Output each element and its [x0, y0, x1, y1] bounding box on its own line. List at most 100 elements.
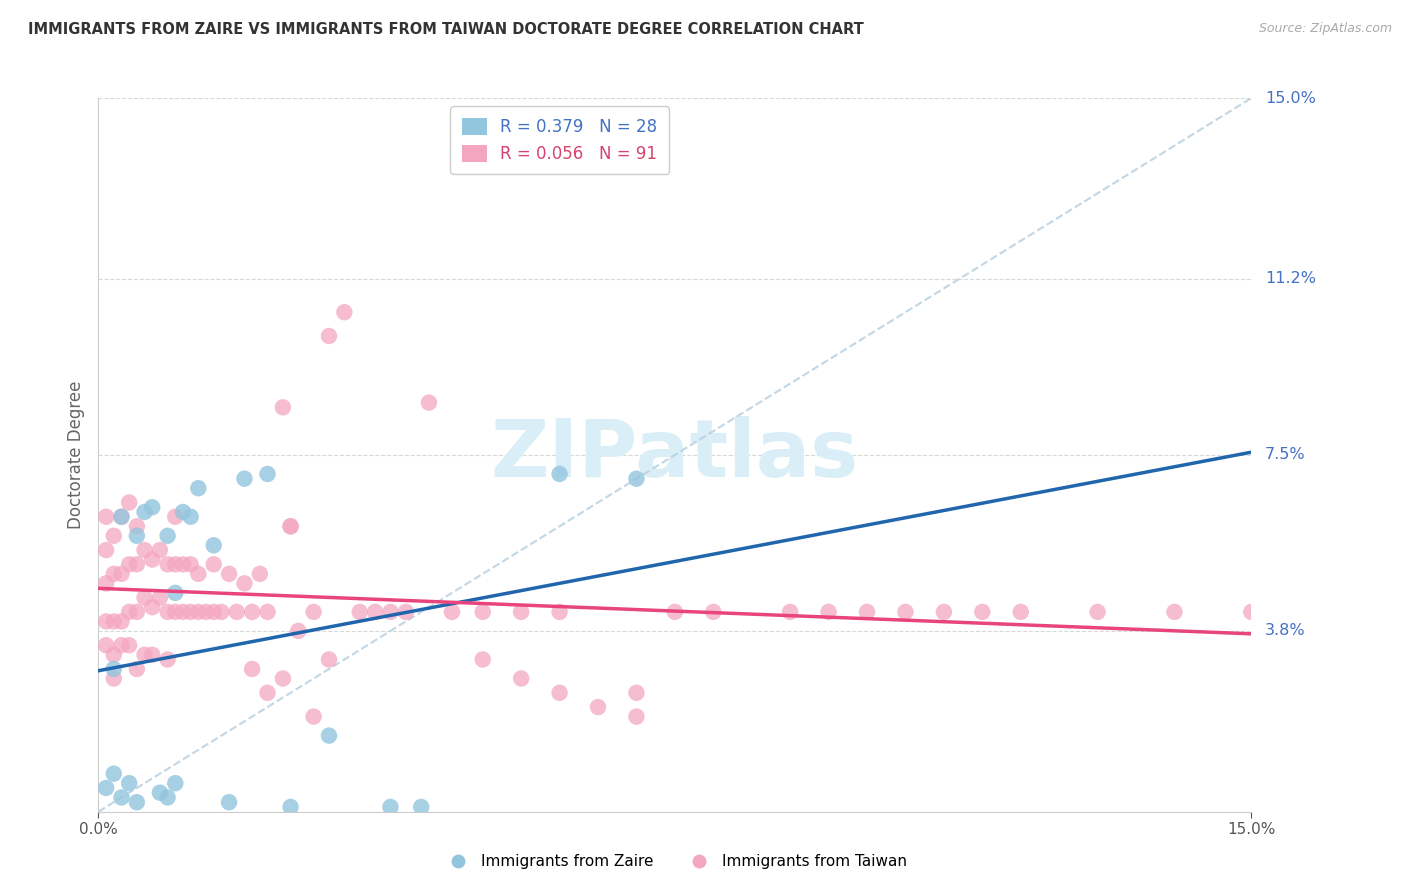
Point [548, 605, 571, 619]
Point [149, 591, 172, 605]
Point [626, 709, 648, 723]
Point [318, 329, 340, 343]
Point [702, 605, 724, 619]
Point [225, 605, 247, 619]
Point [110, 615, 132, 629]
Point [180, 509, 202, 524]
Point [103, 615, 125, 629]
Point [125, 662, 148, 676]
Text: ZIPatlas: ZIPatlas [491, 416, 859, 494]
Point [172, 558, 194, 572]
Point [894, 605, 917, 619]
Point [94, 543, 117, 558]
Point [256, 605, 278, 619]
Point [271, 672, 294, 686]
Point [149, 786, 172, 800]
Point [110, 790, 132, 805]
Point [103, 662, 125, 676]
Point [134, 543, 156, 558]
Point [110, 638, 132, 652]
Point [280, 519, 302, 533]
Point [149, 543, 172, 558]
Point [510, 672, 533, 686]
Point [256, 467, 278, 481]
Point [165, 509, 187, 524]
Point [180, 558, 202, 572]
Point [302, 605, 325, 619]
Point [202, 605, 225, 619]
Point [280, 519, 302, 533]
Point [856, 605, 879, 619]
Y-axis label: Doctorate Degree: Doctorate Degree [66, 381, 84, 529]
Point [156, 605, 179, 619]
Point [280, 800, 302, 814]
Point [256, 686, 278, 700]
Point [94, 509, 117, 524]
Point [586, 700, 609, 714]
Point [510, 605, 533, 619]
Point [118, 605, 141, 619]
Point [156, 558, 179, 572]
Point [626, 686, 648, 700]
Point [141, 648, 163, 662]
Point [548, 467, 571, 481]
Text: 11.2%: 11.2% [1265, 271, 1316, 286]
Point [94, 638, 117, 652]
Point [134, 591, 156, 605]
Point [395, 605, 418, 619]
Point [165, 605, 187, 619]
Point [94, 615, 117, 629]
Point [125, 519, 148, 533]
Point [817, 605, 839, 619]
Point [156, 529, 179, 543]
Point [172, 605, 194, 619]
Point [141, 500, 163, 515]
Point [165, 586, 187, 600]
Point [125, 795, 148, 809]
Point [125, 529, 148, 543]
Point [779, 605, 801, 619]
Point [271, 401, 294, 415]
Point [471, 652, 494, 666]
Point [249, 566, 271, 581]
Point [349, 605, 371, 619]
Text: IMMIGRANTS FROM ZAIRE VS IMMIGRANTS FROM TAIWAN DOCTORATE DEGREE CORRELATION CHA: IMMIGRANTS FROM ZAIRE VS IMMIGRANTS FROM… [28, 22, 863, 37]
Point [134, 505, 156, 519]
Point [1087, 605, 1109, 619]
Text: 7.5%: 7.5% [1265, 448, 1306, 462]
Point [318, 652, 340, 666]
Point [118, 558, 141, 572]
Point [932, 605, 955, 619]
Point [287, 624, 309, 638]
Text: 15.0%: 15.0% [1265, 91, 1316, 105]
Point [141, 552, 163, 566]
Point [172, 505, 194, 519]
Point [110, 566, 132, 581]
Point [187, 605, 209, 619]
Point [118, 776, 141, 790]
Point [202, 538, 225, 552]
Point [626, 472, 648, 486]
Point [380, 605, 402, 619]
Text: Source: ZipAtlas.com: Source: ZipAtlas.com [1258, 22, 1392, 36]
Point [110, 509, 132, 524]
Point [187, 566, 209, 581]
Point [141, 600, 163, 615]
Point [195, 605, 218, 619]
Point [156, 790, 179, 805]
Point [233, 576, 256, 591]
Legend: Immigrants from Zaire, Immigrants from Taiwan: Immigrants from Zaire, Immigrants from T… [436, 848, 914, 875]
Point [125, 558, 148, 572]
Point [118, 638, 141, 652]
Point [103, 566, 125, 581]
Point [318, 729, 340, 743]
Point [180, 605, 202, 619]
Point [411, 800, 433, 814]
Point [187, 481, 209, 495]
Point [165, 776, 187, 790]
Point [240, 662, 263, 676]
Point [218, 566, 240, 581]
Point [110, 509, 132, 524]
Point [94, 576, 117, 591]
Point [134, 648, 156, 662]
